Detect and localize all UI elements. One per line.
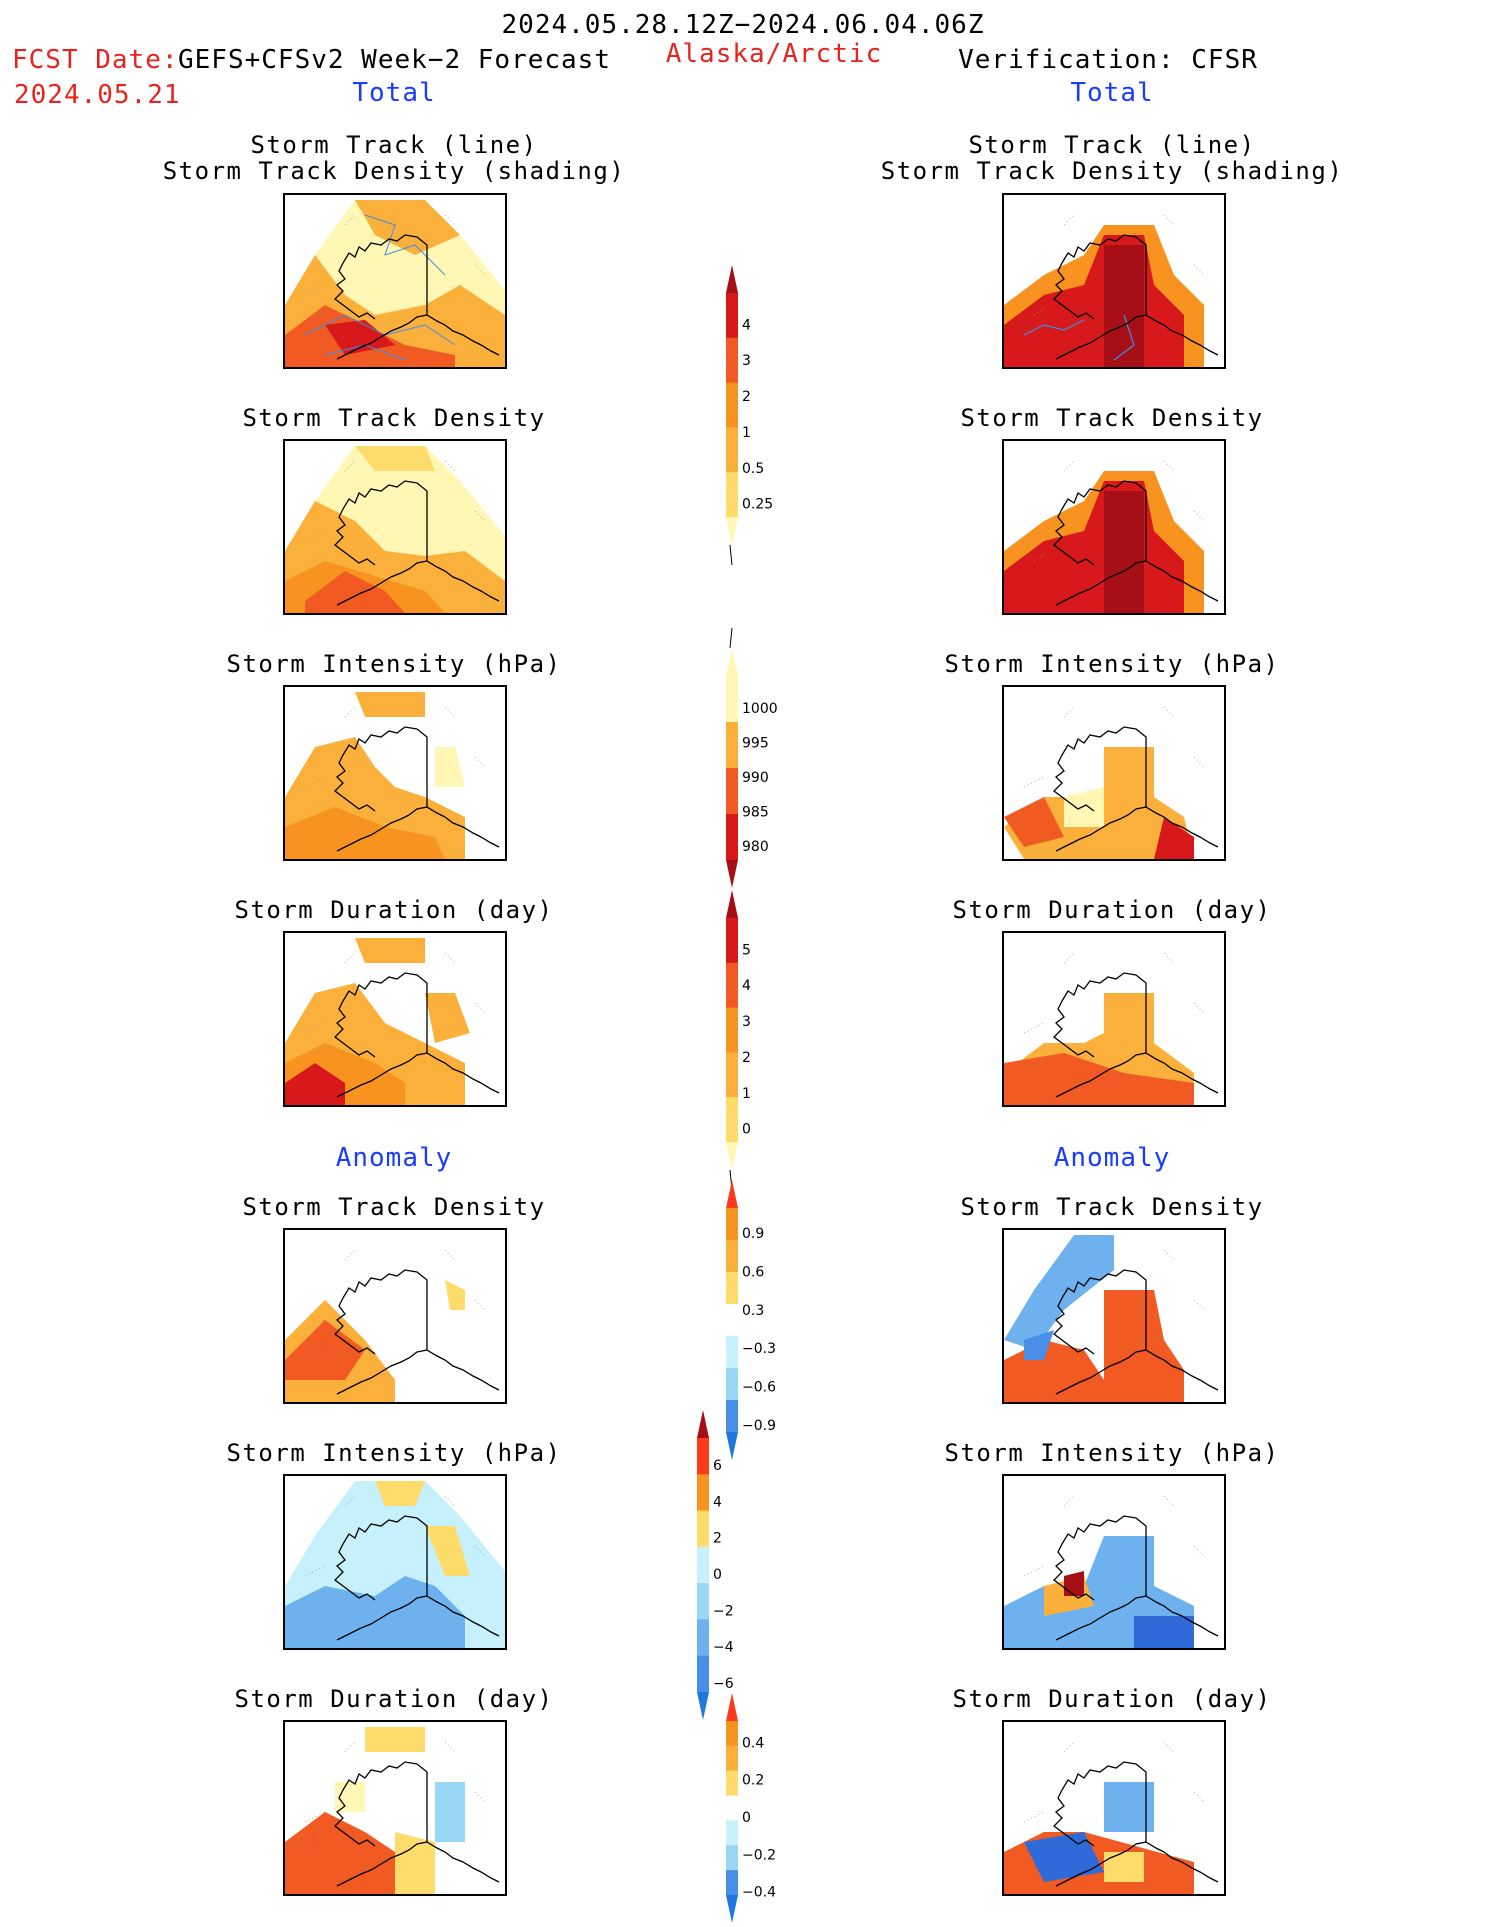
colorbar-tick-label: 4 [742, 978, 751, 994]
right-anom-intensity-title: Storm Intensity (hPa) [944, 1439, 1280, 1467]
right-track-title-2: Storm Track Density (shading) [880, 157, 1344, 185]
right-total-label: Total [1070, 78, 1154, 108]
colorbar-duration-total: 5 4 3 2 1 0 [726, 890, 806, 1191]
forecast-period: 2024.05.28.12Z−2024.06.04.06Z [501, 10, 985, 40]
right-intensity-title: Storm Intensity (hPa) [944, 650, 1280, 678]
map-forecast-intensity [283, 685, 507, 861]
left-anom-density-title: Storm Track Density [242, 1193, 546, 1221]
colorbar-tick-label: 0.4 [742, 1735, 764, 1751]
colorbar-density-total: 4 3 2 1 0.5 0.25 [726, 265, 806, 566]
colorbar-intensity-anomaly: 6 4 2 0 −2 −4 −6 [697, 1410, 777, 1724]
colorbar-tick-label: 5 [742, 942, 751, 958]
left-duration-title: Storm Duration (day) [234, 896, 554, 924]
colorbar-tick-label: 0 [742, 1810, 751, 1826]
fcst-date-label: FCST Date: [12, 45, 179, 75]
verification-label: Verification: CFSR [958, 45, 1258, 75]
map-verif-duration [1002, 931, 1226, 1107]
map-verif-duration-anomaly [1002, 1720, 1226, 1896]
map-forecast-density-anomaly [283, 1228, 507, 1404]
colorbar-tick-label: 0 [713, 1567, 722, 1583]
colorbar-tick-label: 0.25 [742, 497, 773, 513]
map-forecast-density [283, 439, 507, 615]
colorbar-tick-label: 990 [742, 770, 769, 786]
colorbar-tick-label: 0.2 [742, 1773, 764, 1789]
map-forecast-intensity-anomaly [283, 1474, 507, 1650]
colorbar-tick-label: 4 [713, 1494, 722, 1510]
colorbar-tick-label: −0.9 [742, 1418, 776, 1434]
colorbar-tick-label: 4 [742, 317, 751, 333]
colorbar-tick-label: −2 [713, 1603, 734, 1619]
left-intensity-title: Storm Intensity (hPa) [226, 650, 562, 678]
colorbar-tick-label: 0 [742, 1122, 751, 1138]
map-verif-track [1002, 193, 1226, 369]
map-forecast-duration-anomaly [283, 1720, 507, 1896]
colorbar-tick-label: 0.6 [742, 1264, 764, 1280]
map-verif-intensity-anomaly [1002, 1474, 1226, 1650]
colorbar-intensity-total: 1000 995 990 985 980 [726, 627, 806, 892]
colorbar-tick-label: 3 [742, 353, 751, 369]
left-track-title-2: Storm Track Density (shading) [162, 157, 626, 185]
fcst-date: 2024.05.21 [14, 80, 181, 110]
colorbar-tick-label: −0.6 [742, 1380, 776, 1396]
colorbar-tick-label: 2 [713, 1531, 722, 1547]
fcst-model: GEFS+CFSv2 Week−2 Forecast [178, 45, 611, 75]
colorbar-tick-label: 0.3 [742, 1303, 764, 1319]
map-forecast-track [283, 193, 507, 369]
colorbar-tick-label: 2 [742, 1050, 751, 1066]
left-anomaly-label: Anomaly [335, 1143, 453, 1173]
right-anom-duration-title: Storm Duration (day) [952, 1685, 1272, 1713]
region-label: Alaska/Arctic [665, 39, 883, 69]
map-verif-density [1002, 439, 1226, 615]
colorbar-tick-label: 1 [742, 1086, 751, 1102]
colorbar-tick-label: −0.3 [742, 1341, 776, 1357]
colorbar-tick-label: 1000 [742, 701, 778, 717]
map-forecast-duration [283, 931, 507, 1107]
colorbar-tick-label: 0.5 [742, 461, 764, 477]
right-density-title: Storm Track Density [960, 404, 1264, 432]
map-verif-intensity [1002, 685, 1226, 861]
colorbar-duration-anomaly: 0.4 0.2 0 −0.2 −0.4 [726, 1693, 806, 1927]
right-track-title-1: Storm Track (line) [968, 131, 1256, 159]
colorbar-tick-label: 6 [713, 1458, 722, 1474]
colorbar-tick-label: 995 [742, 736, 769, 752]
colorbar-tick-label: 985 [742, 805, 769, 821]
colorbar-tick-label: 3 [742, 1014, 751, 1030]
right-duration-title: Storm Duration (day) [952, 896, 1272, 924]
left-track-title-1: Storm Track (line) [250, 131, 538, 159]
colorbar-tick-label: −0.4 [742, 1885, 776, 1901]
colorbar-tick-label: 2 [742, 389, 751, 405]
colorbar-density-anomaly: 0.9 0.6 0.3 −0.3 −0.6 −0.9 [726, 1180, 806, 1464]
map-verif-density-anomaly [1002, 1228, 1226, 1404]
left-anom-duration-title: Storm Duration (day) [234, 1685, 554, 1713]
right-anomaly-label: Anomaly [1053, 1143, 1171, 1173]
right-anom-density-title: Storm Track Density [960, 1193, 1264, 1221]
left-density-title: Storm Track Density [242, 404, 546, 432]
colorbar-tick-label: −6 [713, 1676, 734, 1692]
colorbar-tick-label: 980 [742, 839, 769, 855]
colorbar-tick-label: −0.2 [742, 1847, 776, 1863]
left-total-label: Total [352, 78, 436, 108]
colorbar-tick-label: −4 [713, 1640, 734, 1656]
left-anom-intensity-title: Storm Intensity (hPa) [226, 1439, 562, 1467]
colorbar-tick-label: 1 [742, 425, 751, 441]
colorbar-tick-label: 0.9 [742, 1226, 764, 1242]
